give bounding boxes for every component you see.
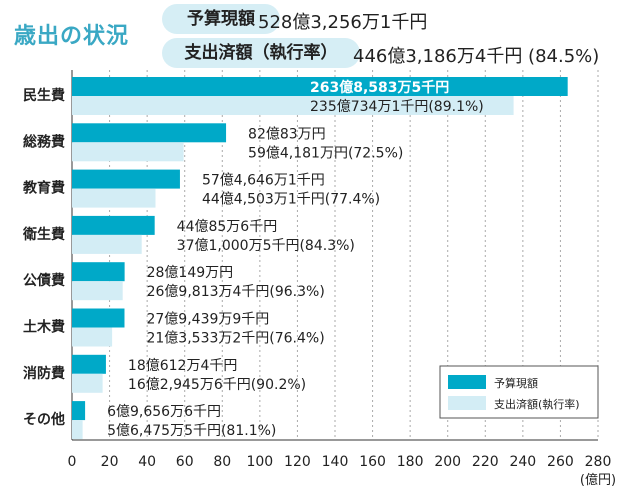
bar-budget-label: 57億4,646万1千円 (202, 173, 325, 189)
bar-executed (72, 234, 142, 254)
bar-executed-label: 16億2,945万6千円(90.2%) (128, 377, 306, 393)
bar-budget (72, 123, 227, 143)
category-label: 教育費 (23, 180, 65, 197)
bar-executed (72, 142, 184, 162)
bar-budget (72, 354, 106, 374)
bar-executed-label: 5億6,475万5千円(81.1%) (107, 423, 276, 439)
bar-executed (72, 327, 113, 347)
x-axis-unit: (億円) (580, 472, 616, 488)
category-label: 民生費 (23, 87, 65, 104)
legend-swatch-budget (448, 375, 486, 389)
legend-label-executed: 支出済額(執行率) (494, 397, 580, 411)
bar-executed (72, 373, 103, 393)
category-label: 消防費 (23, 365, 65, 382)
x-tick-label: 60 (176, 454, 194, 470)
budget-total-value: 528億3,256万1千円 (258, 12, 428, 33)
x-tick-label: 0 (68, 454, 77, 470)
bar-executed-label: 59億4,181万円(72.5%) (248, 145, 403, 161)
bar-budget (72, 215, 155, 235)
bar-budget (72, 262, 125, 282)
category-label: 土木費 (23, 319, 65, 336)
bar-budget-label: 44億85万6千円 (177, 219, 278, 235)
x-tick-label: 40 (138, 454, 156, 470)
budget-label-pill: 予算現額 (162, 4, 280, 34)
x-tick-label: 20 (101, 454, 119, 470)
x-tick-label: 80 (213, 454, 231, 470)
x-tick-label: 120 (284, 454, 311, 470)
bar-budget (72, 77, 568, 96)
bar-budget (72, 401, 86, 421)
bar-budget-label: 82億83万円 (248, 126, 326, 142)
bar-budget (72, 308, 125, 328)
bar-budget (72, 169, 180, 189)
x-tick-label: 180 (397, 454, 424, 470)
bar-executed (72, 96, 514, 115)
bar-budget-label: 18億612万4千円 (128, 358, 237, 374)
category-label: その他 (23, 411, 65, 428)
x-tick-label: 140 (322, 454, 349, 470)
executed-label-pill: 支出済額（執行率） (162, 38, 360, 68)
bar-budget-label: 263億8,583万5千円 (310, 79, 449, 96)
bar-budget-label: 6億9,656万6千円 (107, 404, 221, 420)
category-label: 公債費 (23, 272, 65, 289)
x-tick-label: 200 (434, 454, 461, 470)
bar-executed (72, 188, 156, 208)
x-tick-label: 160 (359, 454, 386, 470)
x-tick-label: 100 (246, 454, 273, 470)
category-label: 衛生費 (22, 226, 65, 243)
x-tick-label: 240 (509, 454, 536, 470)
executed-total-value: 446億3,186万4千円 (84.5%) (353, 46, 600, 67)
bar-executed (72, 420, 83, 440)
bar-budget-label: 28億149万円 (147, 265, 234, 281)
x-tick-label: 220 (472, 454, 499, 470)
legend-swatch-executed (448, 396, 486, 410)
bar-executed-label: 21億3,533万2千円(76.4%) (146, 331, 324, 347)
section-title: 歳出の状況 (14, 24, 130, 49)
bar-executed (72, 281, 123, 301)
category-label: 総務費 (23, 133, 65, 150)
bar-executed-label: 44億4,503万1千円(77.4%) (202, 192, 380, 208)
bar-budget-label: 27億9,439万9千円 (146, 312, 269, 328)
x-tick-label: 260 (547, 454, 574, 470)
x-tick-label: 280 (585, 454, 612, 470)
bar-executed-label: 235億734万1千円(89.1%) (310, 99, 484, 115)
legend-label-budget: 予算現額 (494, 376, 538, 390)
bar-executed-label: 37億1,000万5千円(84.3%) (177, 238, 355, 254)
bar-executed-label: 26億9,813万4千円(96.3%) (147, 284, 325, 300)
